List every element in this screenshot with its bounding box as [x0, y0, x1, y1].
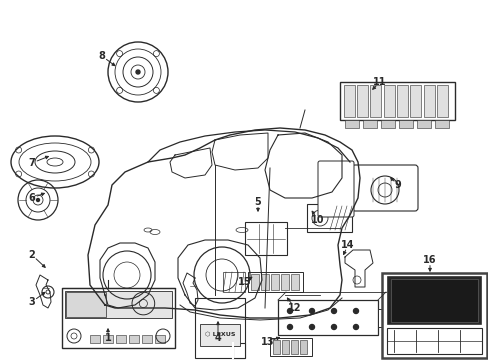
Bar — [281, 274, 288, 290]
Bar — [250, 274, 259, 290]
Circle shape — [37, 198, 40, 202]
Bar — [362, 120, 376, 128]
Bar — [232, 343, 244, 358]
Bar — [269, 338, 311, 356]
Bar — [62, 288, 175, 348]
Bar — [65, 291, 172, 318]
Bar — [200, 324, 240, 346]
Bar — [272, 340, 280, 354]
Bar — [339, 82, 454, 120]
Bar — [290, 340, 297, 354]
Bar — [398, 120, 412, 128]
Circle shape — [287, 309, 292, 314]
Circle shape — [136, 70, 140, 74]
Bar — [223, 272, 244, 292]
Bar — [290, 274, 298, 290]
Bar — [244, 222, 286, 255]
Circle shape — [287, 324, 292, 329]
Bar — [270, 274, 279, 290]
Circle shape — [353, 309, 358, 314]
Bar — [377, 309, 387, 327]
Bar — [129, 335, 139, 343]
Circle shape — [309, 324, 314, 329]
Bar — [247, 272, 303, 292]
Text: 8: 8 — [99, 51, 105, 61]
Bar — [66, 292, 106, 317]
Text: ⬡ LEXUS: ⬡ LEXUS — [204, 333, 235, 338]
Text: 12: 12 — [287, 303, 301, 313]
Bar — [282, 340, 288, 354]
Text: 15: 15 — [238, 277, 251, 287]
Bar — [90, 335, 100, 343]
Bar — [383, 85, 394, 117]
Text: 2: 2 — [29, 250, 35, 260]
Text: 1: 1 — [104, 333, 111, 343]
Text: 14: 14 — [341, 240, 354, 250]
Bar — [380, 120, 394, 128]
Bar — [116, 335, 126, 343]
Text: 5: 5 — [254, 197, 261, 207]
FancyBboxPatch shape — [306, 204, 351, 232]
Text: 6: 6 — [29, 193, 35, 203]
Text: 16: 16 — [423, 255, 436, 265]
Bar — [416, 120, 430, 128]
Text: 11: 11 — [372, 77, 386, 87]
Circle shape — [331, 324, 336, 329]
Bar — [434, 120, 448, 128]
Text: 10: 10 — [311, 215, 324, 225]
Bar — [103, 335, 113, 343]
Text: 3: 3 — [29, 297, 35, 307]
Bar — [343, 85, 354, 117]
Circle shape — [331, 309, 336, 314]
Bar — [278, 300, 377, 335]
Bar — [195, 298, 244, 358]
Bar — [386, 328, 481, 354]
Bar — [396, 85, 407, 117]
Bar — [155, 335, 164, 343]
Bar — [345, 120, 358, 128]
Bar — [142, 335, 152, 343]
Bar — [423, 85, 434, 117]
Bar — [299, 340, 306, 354]
Bar — [387, 277, 480, 324]
FancyBboxPatch shape — [317, 161, 353, 217]
Bar — [356, 85, 367, 117]
Bar — [381, 273, 486, 358]
Circle shape — [353, 324, 358, 329]
FancyBboxPatch shape — [351, 165, 417, 211]
Text: 7: 7 — [29, 158, 35, 168]
Bar — [390, 279, 477, 322]
Text: 9: 9 — [394, 180, 401, 190]
Bar — [369, 85, 380, 117]
Text: 4: 4 — [214, 333, 221, 343]
Bar — [261, 274, 268, 290]
Text: 13: 13 — [261, 337, 274, 347]
Circle shape — [309, 309, 314, 314]
Bar — [409, 85, 420, 117]
Bar — [436, 85, 447, 117]
